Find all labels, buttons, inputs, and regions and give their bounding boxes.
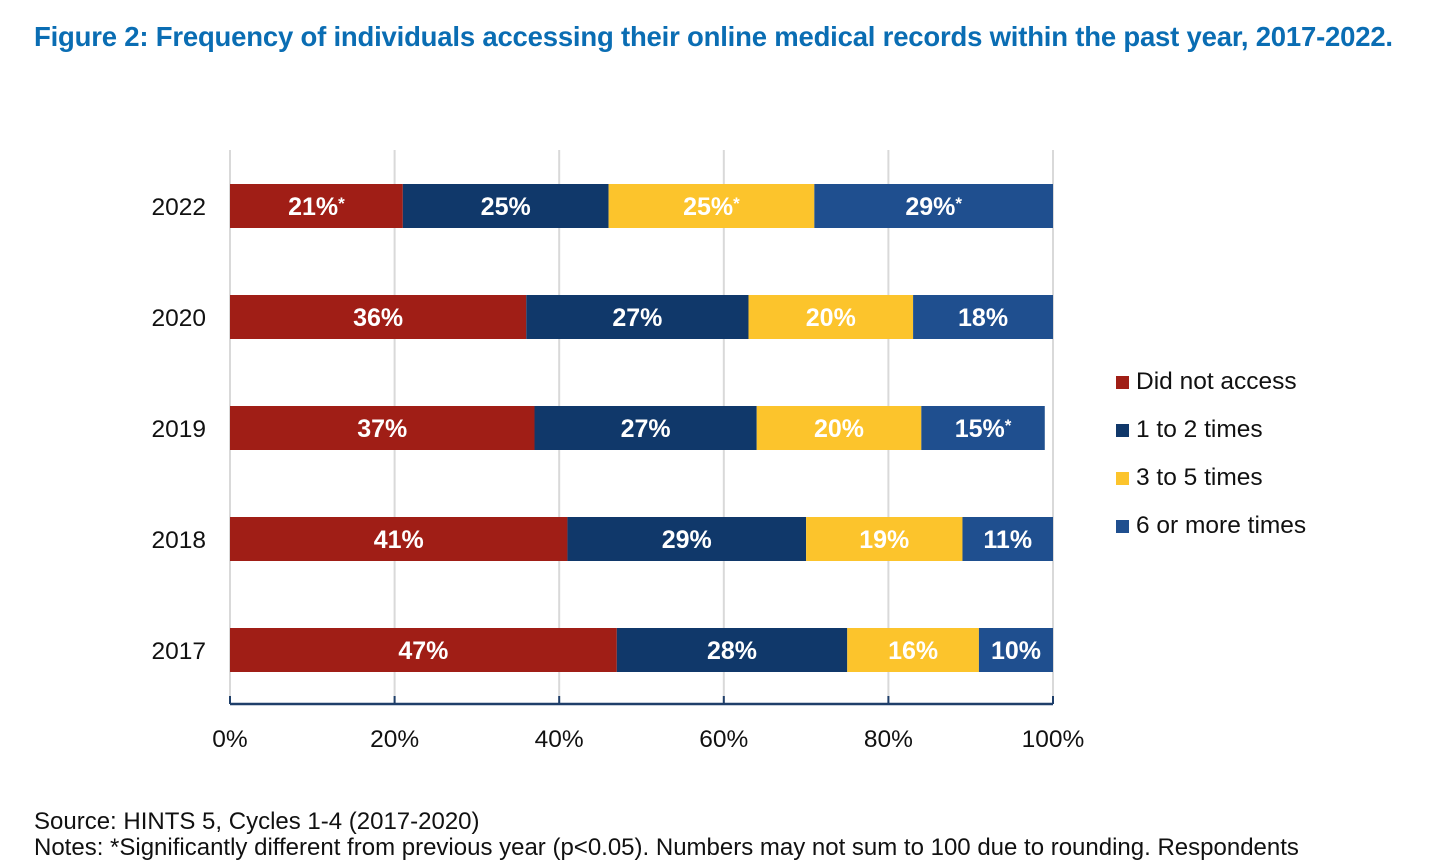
data-label-2017-3-to-5-times: 16% (888, 637, 938, 665)
data-label-2018-6-or-more-times: 11% (983, 526, 1032, 554)
bar-2017-6-or-more-times (978, 628, 1053, 672)
data-label-2018-did-not-access: 41% (374, 526, 424, 554)
bar-2022-1-to-2-times (402, 184, 609, 228)
data-label-2019-did-not-access: 37% (357, 415, 407, 443)
legend-swatch-icon (1116, 519, 1129, 533)
legend-label: 3 to 5 times (1136, 464, 1263, 491)
bar-2020-1-to-2-times (526, 295, 749, 339)
bar-2017-3-to-5-times (847, 628, 979, 672)
x-tick-label-60pct: 60% (699, 726, 748, 753)
bar-2017-did-not-access (230, 628, 617, 672)
bar-2022-did-not-access (230, 184, 403, 228)
data-label-2019-6-or-more-times: 15%* (955, 415, 1012, 443)
bars (230, 184, 1053, 672)
data-label-2022-6-or-more-times: 29%* (905, 193, 962, 221)
bar-2022-6-or-more-times (814, 184, 1053, 228)
bar-2020-3-to-5-times (748, 295, 914, 339)
axes: 2022 2020 2019 2018 2017 0% 20% 40% 60% 80% 100% (151, 194, 1084, 753)
data-label-2022-1-to-2-times: 25% (481, 193, 531, 221)
legend-item-1-to-2-times: 1 to 2 times (1116, 406, 1306, 454)
bar-2017-1-to-2-times (616, 628, 848, 672)
legend-item-6-or-more-times: 6 or more times (1116, 502, 1306, 550)
legend-item-3-to-5-times: 3 to 5 times (1116, 454, 1306, 502)
data-label-2017-6-or-more-times: 10% (991, 637, 1041, 665)
footnote: Notes: *Significantly different from pre… (34, 834, 1299, 861)
legend: Did not access 1 to 2 times 3 to 5 times 6 … (1116, 358, 1306, 550)
data-label-2020-3-to-5-times: 20% (806, 304, 856, 332)
bar-2018-3-to-5-times (806, 517, 963, 561)
data-label-2022-3-to-5-times: 25%* (683, 193, 740, 221)
bar-2020-6-or-more-times (913, 295, 1053, 339)
legend-swatch-icon (1116, 375, 1129, 389)
legend-item-did-not-access: Did not access (1116, 358, 1306, 406)
x-tick-label-80pct: 80% (864, 726, 913, 753)
bar-2019-did-not-access (230, 406, 535, 450)
chart-title: Figure 2: Frequency of individuals acces… (34, 21, 1393, 52)
y-tick-label-2020: 2020 (151, 305, 206, 332)
bar-2018-did-not-access (230, 517, 568, 561)
y-tick-label-2019: 2019 (151, 416, 206, 443)
y-tick-label-2017: 2017 (151, 638, 206, 665)
data-label-2019-3-to-5-times: 20% (814, 415, 864, 443)
data-label-2017-1-to-2-times: 28% (707, 637, 757, 665)
data-label-2020-6-or-more-times: 18% (958, 304, 1008, 332)
data-label-2020-1-to-2-times: 27% (612, 304, 662, 332)
data-label-2022-did-not-access: 21%* (288, 193, 345, 221)
bar-2020-did-not-access (230, 295, 527, 339)
data-label-2018-3-to-5-times: 19% (859, 526, 909, 554)
bar-2018-1-to-2-times (567, 517, 807, 561)
y-tick-label-2018: 2018 (151, 527, 206, 554)
x-tick-label-100pct: 100% (1022, 726, 1085, 753)
legend-swatch-icon (1116, 471, 1129, 485)
x-tick-label-0pct: 0% (212, 726, 247, 753)
source-note: Source: HINTS 5, Cycles 1-4 (2017-2020) (34, 808, 480, 835)
bar-2019-6-or-more-times (921, 406, 1045, 450)
bar-2019-1-to-2-times (534, 406, 757, 450)
data-label-2019-1-to-2-times: 27% (621, 415, 671, 443)
bar-2022-3-to-5-times (608, 184, 815, 228)
y-tick-label-2022: 2022 (151, 194, 206, 221)
legend-label: 6 or more times (1136, 512, 1307, 539)
data-label-2020-did-not-access: 36% (353, 304, 403, 332)
legend-swatch-icon (1116, 423, 1129, 437)
data-label-2017-did-not-access: 47% (398, 637, 448, 665)
bar-2018-6-or-more-times (962, 517, 1053, 561)
x-tick-label-20pct: 20% (370, 726, 419, 753)
legend-label: Did not access (1136, 368, 1297, 395)
x-tick-label-40pct: 40% (535, 726, 584, 753)
data-label-2018-1-to-2-times: 29% (662, 526, 712, 554)
bar-2019-3-to-5-times (756, 406, 922, 450)
data-labels: 21%* 25% 25%* 29%* 36% 27% 20% 18% 37% 27% 20% 15%*… (288, 193, 1041, 665)
legend-label: 1 to 2 times (1136, 416, 1263, 443)
